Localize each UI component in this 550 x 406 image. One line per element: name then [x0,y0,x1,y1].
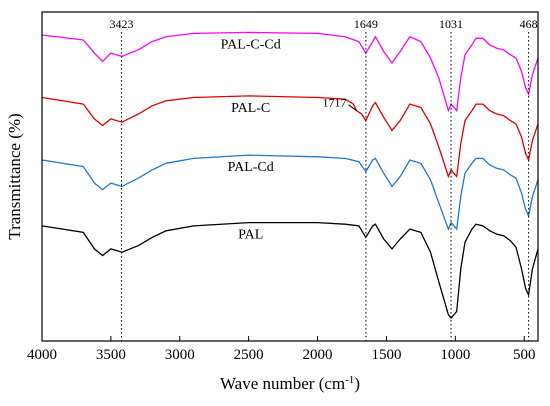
x-tick-layer: 4000 3500 3000 2500 2000 1500 1000 500 [27,336,535,363]
x-tick-label-500: 500 [513,347,536,363]
series-layer: PAL-C-Cd PAL-C PAL-Cd PAL [41,31,539,320]
x-tick-label-2000: 2000 [303,347,333,363]
x-axis-title-suffix: ) [354,374,360,393]
x-tick-label-4000: 4000 [27,347,57,363]
annotation-label-1717: 1717 [323,96,347,110]
peak-marker-layer: 3423 1649 1031 468 1717 [109,17,538,341]
x-tick-label-1000: 1000 [440,347,470,363]
series-line-pal-cd [41,154,539,231]
annotation-pointer-1717 [348,104,357,112]
series-line-pal-c [41,95,539,179]
x-tick-label-3500: 3500 [96,347,126,363]
series-line-pal [41,221,539,320]
peak-label-3423: 3423 [109,17,133,31]
x-axis-title-sup: -1 [345,374,354,386]
x-tick-label-3000: 3000 [165,347,195,363]
y-axis-title: Transmittance (%) [5,113,24,239]
series-label-pal-cd: PAL-Cd [228,160,274,175]
series-label-pal-c: PAL-C [231,101,270,116]
x-axis-title: Wave number (cm-1) [220,374,360,393]
peak-label-1031: 1031 [439,17,463,31]
series-label-pal-c-cd: PAL-C-Cd [221,37,281,52]
peak-label-1649: 1649 [354,17,378,31]
series-label-pal: PAL [238,228,263,243]
x-tick-label-2500: 2500 [234,347,264,363]
peak-label-468: 468 [520,17,538,31]
x-tick-label-1500: 1500 [371,347,401,363]
plot-frame [41,11,539,342]
series-line-pal-c-cd [41,31,539,113]
x-axis-title-main: Wave number (cm [220,374,345,393]
